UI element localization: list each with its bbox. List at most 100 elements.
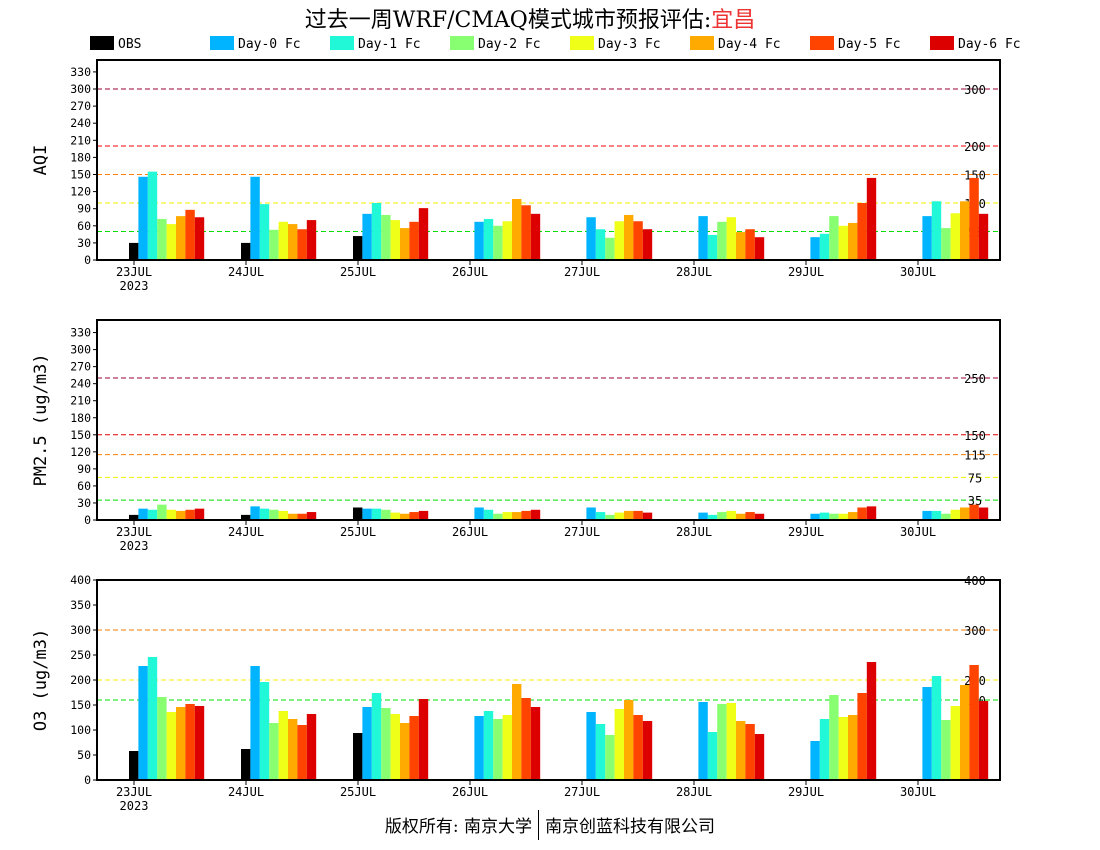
bar-day-4-fc — [624, 700, 634, 780]
bar-day-0-fc — [250, 666, 260, 780]
y-tick-label: 0 — [84, 253, 91, 267]
copyright-footer: 版权所有: 南京大学 南京创蓝科技有限公司 — [0, 810, 1100, 840]
bar-day-0-fc — [362, 508, 372, 520]
bar-day-6-fc — [866, 177, 877, 260]
legend-label: Day-1 Fc — [358, 37, 421, 52]
chart-panel-1: 250 150 115 75 35 0 30 60 90 120 150 180 210 240 270 30… — [31, 319, 1001, 553]
bar-day-4-fc — [848, 715, 858, 780]
bar-day-5-fc — [745, 512, 755, 520]
bar-day-3-fc — [838, 513, 848, 520]
bar-day-2-fc — [941, 720, 951, 780]
bar-day-0-fc — [698, 512, 708, 520]
legend-item: Day-1 Fc — [330, 36, 421, 52]
title-text: 过去一周WRF/CMAQ模式城市预报评估: — [304, 8, 712, 33]
bar-day-4-fc — [176, 707, 186, 780]
bar-day-0-fc — [474, 221, 484, 260]
x-tick-label: 26JUL — [452, 265, 488, 279]
bar-day-5-fc — [521, 698, 531, 780]
bar-day-0-fc — [138, 508, 148, 520]
y-tick-label: 90 — [77, 462, 91, 476]
y-tick-label: 250 — [70, 648, 91, 662]
legend-swatch — [690, 36, 714, 50]
y-tick-label: 150 — [70, 698, 91, 712]
bar-day-3-fc — [166, 509, 176, 520]
bar-day-1-fc — [259, 508, 270, 520]
plot-frame — [96, 59, 1001, 261]
y-tick-label: 120 — [70, 445, 91, 459]
bar-day-0-fc — [138, 176, 148, 260]
y-tick-label: 300 — [70, 343, 91, 357]
bar-day-0-fc — [922, 216, 932, 260]
bar-day-2-fc — [605, 514, 615, 520]
bar-day-5-fc — [633, 715, 643, 780]
bar-day-5-fc — [185, 209, 195, 260]
bar-day-2-fc — [381, 708, 391, 780]
y-axis-label: O3 (ug/m3) — [31, 629, 51, 731]
bar-day-2-fc — [829, 695, 839, 780]
bar-day-5-fc — [521, 205, 531, 260]
bar-day-6-fc — [754, 513, 765, 520]
bar-day-3-fc — [166, 224, 176, 260]
bar-day-5-fc — [521, 510, 531, 520]
bar-obs — [353, 733, 363, 780]
bar-day-3-fc — [950, 509, 960, 520]
bar-day-0-fc — [586, 217, 596, 260]
threshold-label: 150 — [964, 429, 986, 443]
bar-day-0-fc — [698, 702, 708, 780]
bar-day-6-fc — [866, 662, 877, 780]
bar-day-5-fc — [297, 725, 307, 780]
y-tick-label: 200 — [70, 673, 91, 687]
bar-day-4-fc — [736, 232, 746, 260]
y-axis-label: AQI — [31, 145, 51, 176]
threshold-label: 300 — [964, 624, 986, 638]
legend-item: OBS — [90, 36, 141, 52]
bar-day-6-fc — [978, 701, 989, 780]
bar-day-2-fc — [269, 229, 279, 260]
footer-right: 南京创蓝科技有限公司 — [545, 817, 716, 837]
chart-title: 过去一周WRF/CMAQ模式城市预报评估:宜昌 — [0, 2, 1060, 34]
bar-day-3-fc — [838, 717, 848, 780]
y-tick-label: 400 — [70, 573, 91, 587]
bar-day-3-fc — [390, 714, 400, 780]
legend-swatch — [810, 36, 834, 50]
bar-day-3-fc — [950, 213, 960, 260]
y-tick-label: 30 — [77, 496, 91, 510]
bar-day-0-fc — [250, 506, 260, 520]
legend-label: Day-0 Fc — [238, 37, 301, 52]
x-tick-label: 25JUL — [340, 525, 376, 539]
bar-day-1-fc — [371, 203, 382, 260]
x-tick-label: 28JUL — [676, 785, 712, 799]
bar-day-1-fc — [259, 204, 270, 260]
bar-day-0-fc — [586, 712, 596, 780]
bar-day-5-fc — [857, 693, 867, 780]
bar-day-6-fc — [194, 508, 205, 520]
bar-day-6-fc — [978, 213, 989, 260]
y-tick-label: 90 — [77, 202, 91, 216]
y-tick-label: 300 — [70, 82, 91, 96]
bar-day-1-fc — [259, 682, 270, 780]
y-tick-label: 240 — [70, 377, 91, 391]
bar-day-4-fc — [960, 201, 970, 260]
bar-obs — [129, 514, 139, 520]
bar-day-2-fc — [381, 509, 391, 520]
bar-day-1-fc — [707, 514, 718, 520]
bar-day-5-fc — [297, 513, 307, 520]
bar-day-6-fc — [530, 707, 541, 780]
x-tick-label: 23JUL — [116, 785, 152, 799]
bar-day-0-fc — [362, 213, 372, 260]
bar-day-5-fc — [409, 716, 419, 780]
bar-day-1-fc — [819, 233, 830, 260]
threshold-label: 115 — [964, 449, 986, 463]
y-tick-label: 270 — [70, 99, 91, 113]
bar-day-2-fc — [493, 513, 503, 520]
bar-day-4-fc — [736, 721, 746, 780]
bar-day-6-fc — [642, 512, 653, 520]
bar-day-3-fc — [726, 510, 736, 520]
bar-day-5-fc — [409, 221, 419, 260]
bar-day-4-fc — [848, 512, 858, 520]
bar-day-2-fc — [493, 719, 503, 780]
y-tick-label: 150 — [70, 168, 91, 182]
bar-day-2-fc — [157, 504, 167, 520]
legend-swatch — [570, 36, 594, 50]
bar-obs — [129, 751, 139, 780]
